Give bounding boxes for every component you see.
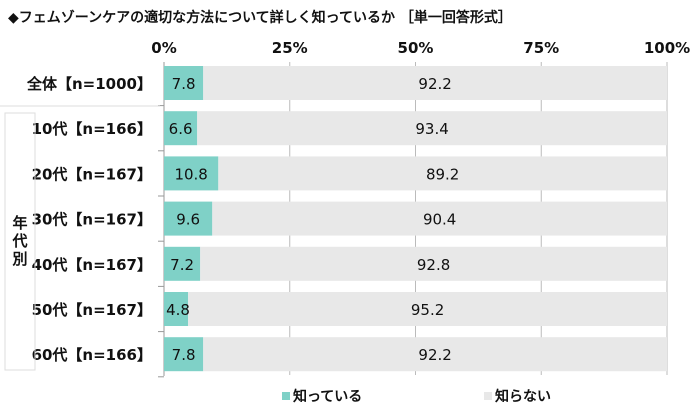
category-label: 全体【n=1000】	[26, 75, 152, 93]
data-label: 92.8	[417, 256, 450, 274]
category-label: 60代【n=166】	[32, 346, 152, 364]
data-label: 92.2	[418, 75, 451, 93]
bar-segment-know	[164, 337, 204, 372]
category-label: 10代【n=166】	[32, 120, 152, 138]
bar-segment-know	[164, 292, 189, 326]
chart-title: ◆フェムゾーンケアの適切な方法について詳しく知っているか ［単一回答形式］	[8, 9, 512, 26]
data-label: 7.8	[172, 75, 196, 93]
category-label: 20代【n=167】	[32, 165, 152, 183]
category-label: 40代【n=167】	[32, 256, 152, 274]
data-label: 93.4	[415, 120, 448, 138]
data-label: 90.4	[423, 211, 456, 229]
data-label: 9.6	[176, 211, 200, 229]
bar-segment-dont-know	[212, 201, 667, 236]
x-tick-label: 0%	[151, 39, 176, 57]
data-label: 4.8	[166, 301, 190, 319]
legend-label: 知っている	[293, 388, 362, 405]
bar-segment-know	[164, 111, 198, 146]
legend-swatch	[282, 392, 290, 400]
data-label: 95.2	[411, 301, 444, 319]
bar-segment-dont-know	[197, 111, 667, 146]
bar-segment-dont-know	[203, 337, 667, 372]
x-tick-label: 50%	[398, 39, 434, 57]
group-label-box: 年代別	[5, 113, 35, 370]
legend-label: 知らない	[495, 388, 551, 405]
x-tick-label: 25%	[272, 39, 308, 57]
data-label: 7.8	[172, 346, 196, 364]
x-tick-label: 100%	[644, 39, 690, 57]
category-label: 50代【n=167】	[32, 301, 152, 319]
data-label: 92.2	[418, 346, 451, 364]
data-label: 6.6	[169, 120, 193, 138]
bar-segment-know	[164, 66, 204, 100]
bar-segment-dont-know	[218, 156, 667, 191]
data-label: 7.2	[170, 256, 194, 274]
category-label: 30代【n=167】	[32, 211, 152, 229]
data-label: 89.2	[426, 165, 459, 183]
bar-segment-know	[164, 156, 219, 191]
bar-segment-know	[164, 201, 213, 236]
bar-segment-dont-know	[200, 246, 667, 281]
bar-segment-dont-know	[203, 66, 667, 100]
legend-swatch	[484, 392, 492, 400]
data-label: 10.8	[174, 165, 207, 183]
group-label: 年代別	[10, 214, 29, 269]
bar-segment-dont-know	[188, 292, 668, 326]
bar-segment-know	[164, 246, 201, 281]
group-box	[4, 112, 36, 371]
x-tick-label: 75%	[523, 39, 559, 57]
